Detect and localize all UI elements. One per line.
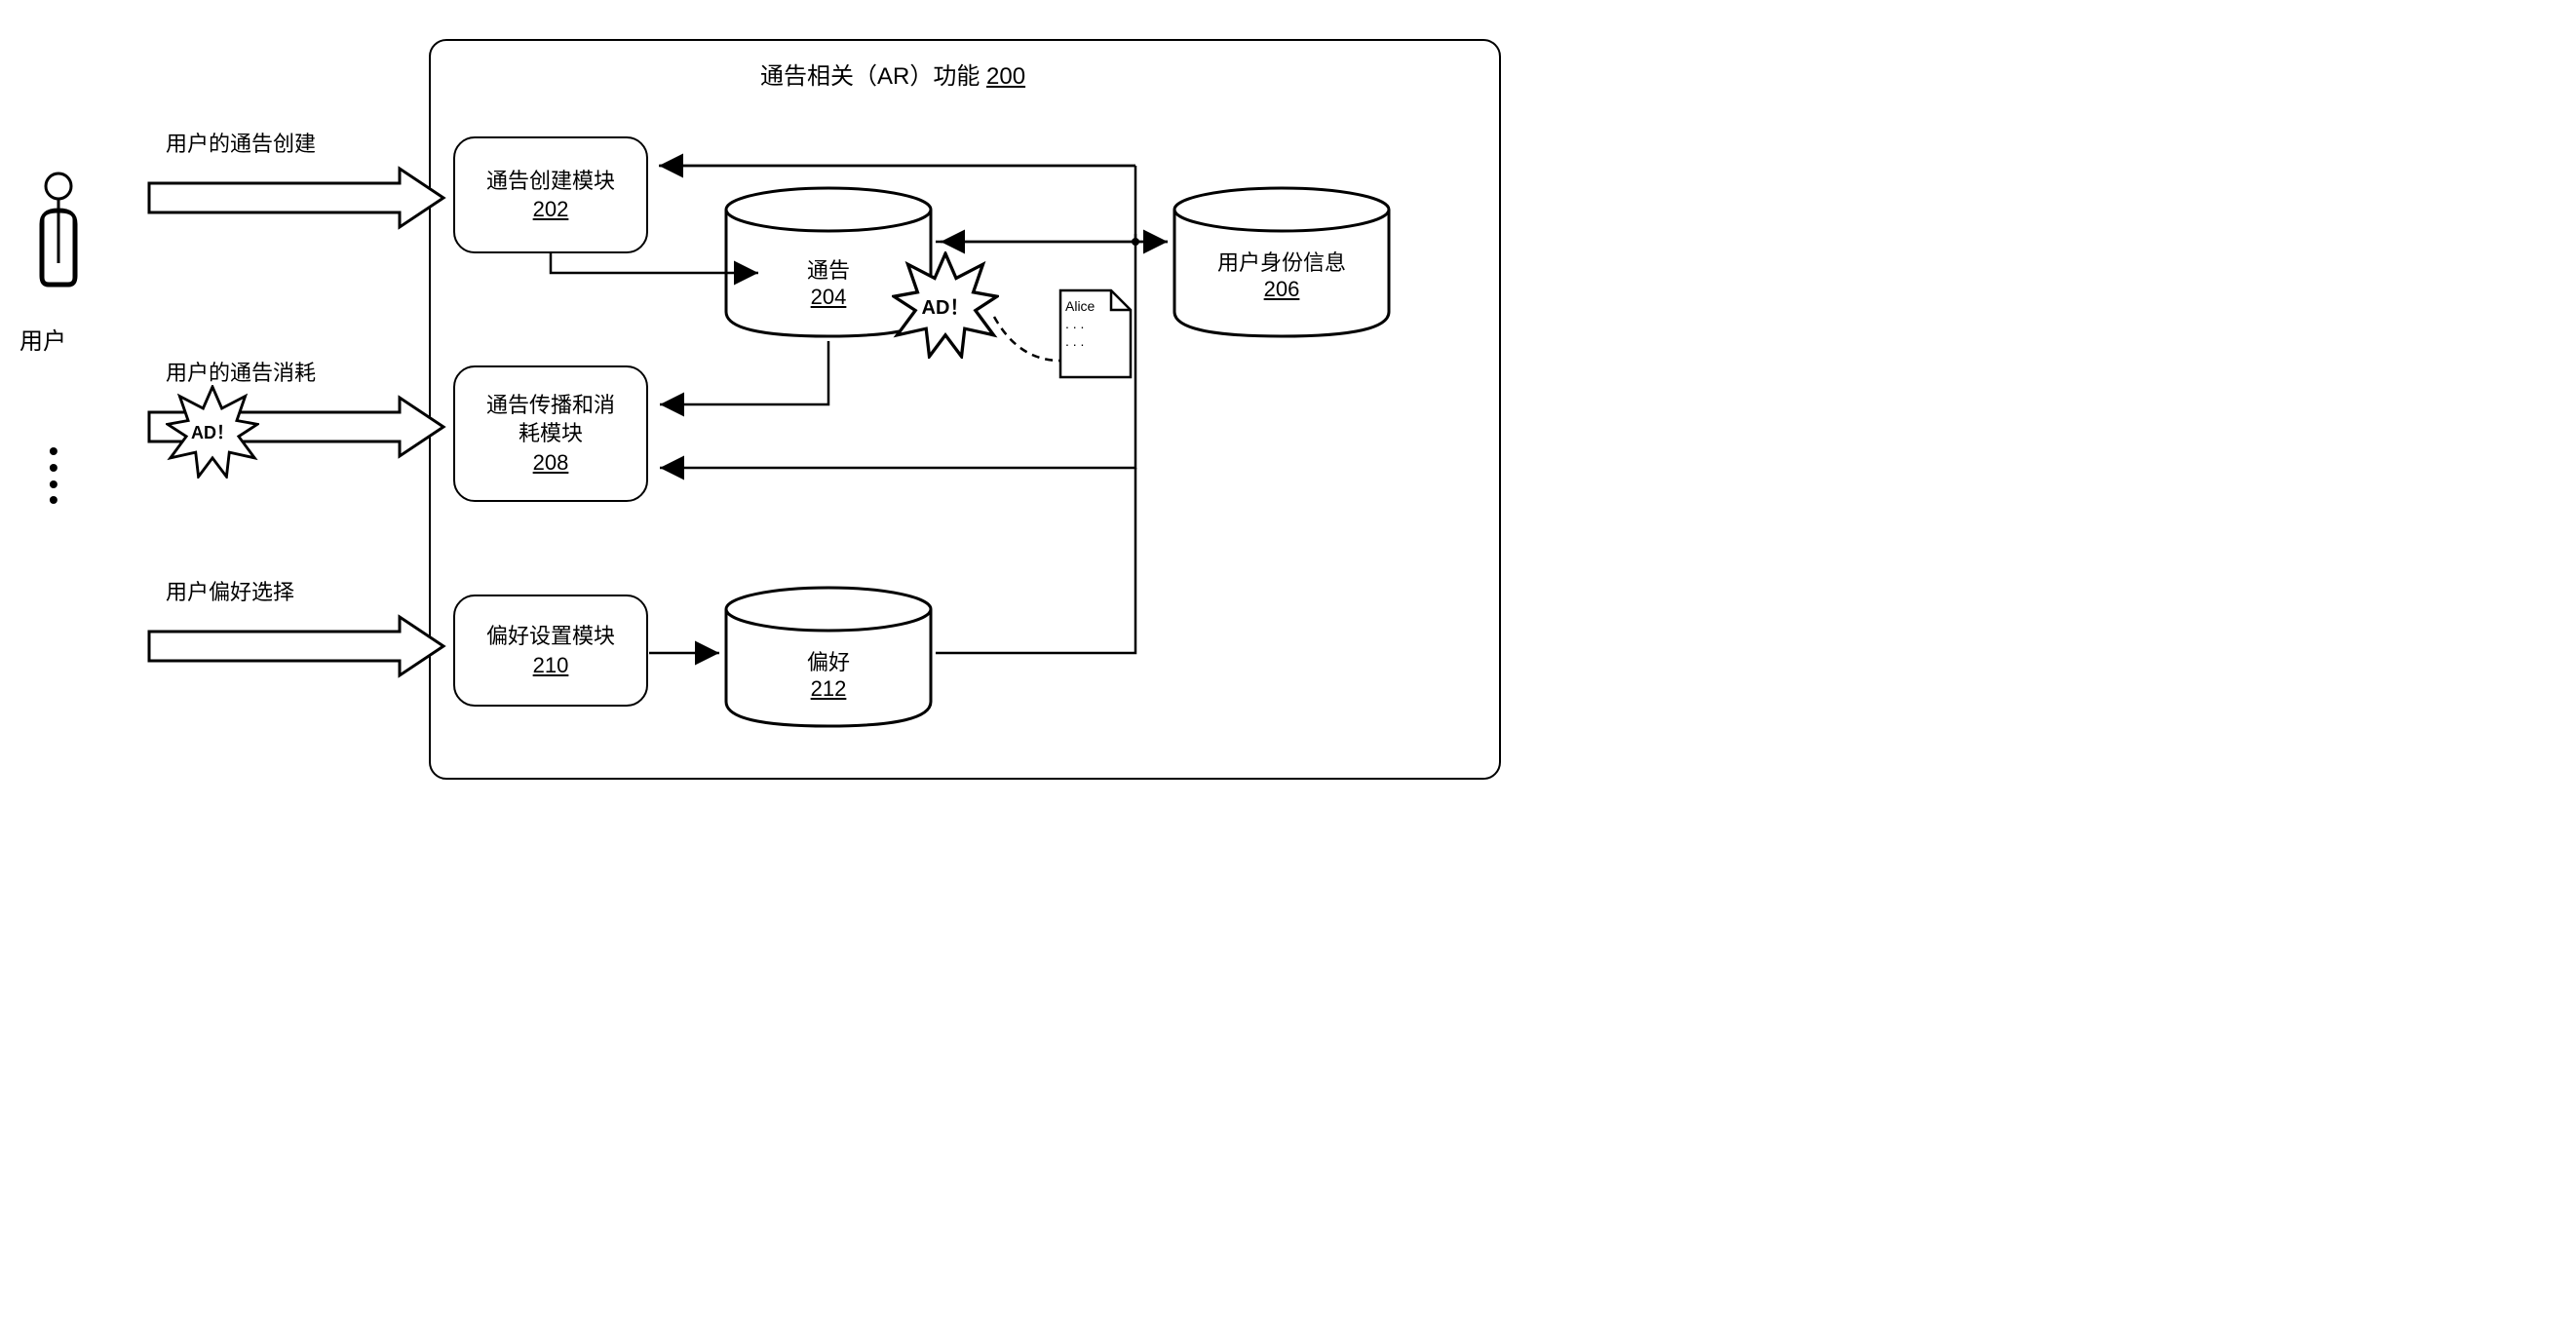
alice-document-icon: Alice . . . . . . [1057,288,1134,385]
user-label: 用户 [19,322,66,356]
module-consume-title2: 耗模块 [519,420,583,448]
module-create-num: 202 [533,197,569,222]
cylinder-notice-label: 通告 [807,258,850,283]
ad-star-right-text: AD！ [892,251,999,359]
ad-star-left: AD！ [166,385,259,483]
module-pref-num: 210 [533,653,569,678]
block-arrow-pref [146,614,448,683]
ad-star-right: AD！ [892,251,999,364]
module-pref: 偏好设置模块 210 [453,595,648,707]
label-consume: 用户的通告消耗 [166,356,316,387]
user-icon [29,171,88,302]
cylinder-identity-label: 用户身份信息 [1217,250,1346,275]
alice-dots2: . . . [1065,333,1084,349]
block-arrow-create [146,166,448,235]
cylinder-pref: 偏好 212 [721,585,936,731]
alice-dots1: . . . [1065,316,1084,331]
cylinder-identity: 用户身份信息 206 [1170,185,1394,341]
ad-star-left-text: AD！ [166,385,259,479]
ar-function-diagram: 用户 •••• 通告相关（AR）功能 200 用户的通告创建 用户的通告消耗 用… [19,19,1530,799]
module-consume-num: 208 [533,450,569,476]
ar-title-text: 通告相关（AR）功能 [760,63,980,90]
alice-text: Alice [1065,298,1095,314]
ar-container-title: 通告相关（AR）功能 200 [760,57,1025,91]
module-pref-title: 偏好设置模块 [486,623,615,651]
module-consume: 通告传播和消 耗模块 208 [453,365,648,502]
module-create-title: 通告创建模块 [486,168,615,196]
ellipsis-dots: •••• [49,443,58,509]
label-create: 用户的通告创建 [166,127,316,158]
ar-title-num: 200 [986,63,1025,90]
module-create: 通告创建模块 202 [453,136,648,253]
cylinder-identity-num: 206 [1264,277,1300,301]
cylinder-pref-num: 212 [811,676,847,701]
label-pref: 用户偏好选择 [166,575,294,606]
cylinder-notice-num: 204 [811,285,847,309]
cylinder-pref-label: 偏好 [807,650,850,674]
module-consume-title1: 通告传播和消 [486,392,615,420]
